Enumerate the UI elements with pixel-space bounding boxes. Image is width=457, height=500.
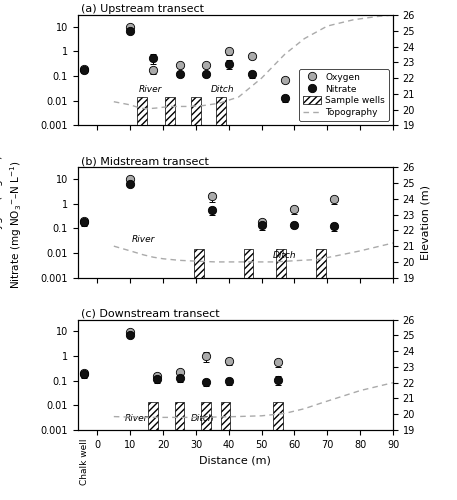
Bar xyxy=(221,402,230,430)
Y-axis label: Elevation (m): Elevation (m) xyxy=(421,185,431,260)
Bar xyxy=(273,402,283,430)
Bar xyxy=(137,97,147,126)
Text: (a) Upstream transect: (a) Upstream transect xyxy=(81,4,204,14)
Bar xyxy=(244,250,254,278)
Bar xyxy=(316,250,326,278)
Bar xyxy=(149,402,158,430)
Bar xyxy=(165,97,175,126)
Text: Ditch: Ditch xyxy=(210,85,234,94)
Text: (b) Midstream transect: (b) Midstream transect xyxy=(81,156,209,166)
Text: (c) Downstream transect: (c) Downstream transect xyxy=(81,309,219,319)
Bar xyxy=(191,97,201,126)
Bar xyxy=(194,250,204,278)
Legend: Oxygen, Nitrate, Sample wells, Topography: Oxygen, Nitrate, Sample wells, Topograph… xyxy=(299,69,388,121)
Bar xyxy=(276,250,286,278)
Text: River: River xyxy=(138,85,162,94)
Text: Ditch: Ditch xyxy=(191,414,214,422)
Text: River: River xyxy=(132,235,155,244)
Bar xyxy=(201,402,211,430)
X-axis label: Distance (m): Distance (m) xyxy=(199,456,271,466)
Bar xyxy=(216,97,225,126)
Text: Ditch: Ditch xyxy=(273,251,297,260)
Text: Dissolved oxygen (mg L$^{-1}$)
Nitrate (mg NO$_3$$^{-}$–N L$^{-1}$): Dissolved oxygen (mg L$^{-1}$) Nitrate (… xyxy=(0,154,24,296)
Text: River: River xyxy=(125,414,149,422)
Text: Chalk well: Chalk well xyxy=(80,438,89,485)
Bar xyxy=(175,402,185,430)
